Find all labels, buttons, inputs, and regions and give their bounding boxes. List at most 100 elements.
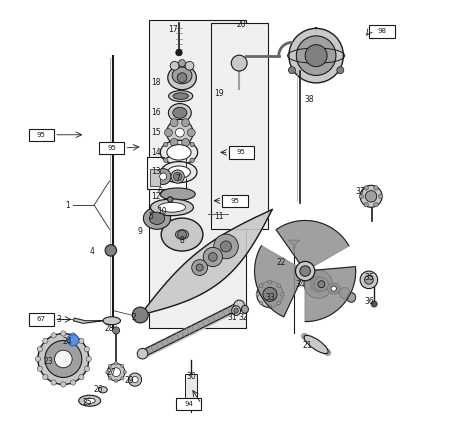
Text: 38: 38 [305,95,314,104]
Circle shape [176,49,182,56]
Polygon shape [276,220,349,267]
Ellipse shape [143,207,171,229]
Circle shape [35,356,40,362]
Circle shape [360,271,378,289]
Ellipse shape [331,286,337,291]
Text: 29: 29 [125,377,134,385]
Circle shape [374,186,378,190]
Circle shape [160,173,167,180]
Ellipse shape [161,161,197,183]
Circle shape [178,230,186,239]
Bar [186,402,197,407]
Circle shape [185,61,194,70]
Circle shape [179,60,185,67]
Circle shape [289,28,343,83]
Ellipse shape [161,218,203,251]
Text: 23: 23 [43,357,53,366]
Text: 95: 95 [107,145,116,151]
Circle shape [105,245,117,256]
Circle shape [296,36,336,75]
Ellipse shape [167,166,191,178]
Circle shape [295,262,315,281]
Ellipse shape [175,230,189,239]
Circle shape [45,340,82,377]
Bar [228,146,254,158]
Circle shape [289,67,295,74]
Circle shape [304,270,332,298]
Circle shape [71,333,76,338]
Circle shape [132,377,138,383]
Circle shape [137,348,148,359]
Text: 19: 19 [215,89,224,97]
Polygon shape [73,318,103,323]
Text: 95: 95 [237,149,246,155]
Polygon shape [255,246,302,317]
Circle shape [196,264,203,271]
Ellipse shape [168,66,196,90]
Bar [149,20,246,328]
Ellipse shape [232,306,240,315]
Circle shape [167,197,173,202]
Bar [99,142,125,154]
Circle shape [203,247,222,267]
Circle shape [61,331,66,336]
Text: 8: 8 [180,236,184,245]
Polygon shape [305,267,356,321]
Circle shape [107,363,125,381]
Circle shape [268,280,272,284]
Circle shape [114,362,118,365]
Bar [369,25,395,37]
Ellipse shape [160,140,198,164]
Ellipse shape [99,387,107,393]
Circle shape [164,129,173,137]
Text: 95: 95 [230,198,239,204]
Circle shape [209,253,217,262]
Text: 11: 11 [215,212,224,220]
Circle shape [43,374,48,380]
Text: 9: 9 [138,227,143,236]
Ellipse shape [160,188,195,200]
Circle shape [277,284,281,288]
Text: 3: 3 [56,315,62,324]
Ellipse shape [150,199,193,216]
Text: 67: 67 [37,316,46,322]
Ellipse shape [84,398,95,404]
Circle shape [108,377,112,380]
Circle shape [120,377,124,380]
Text: 36: 36 [364,297,374,306]
Text: 94: 94 [184,401,193,407]
Circle shape [214,234,238,259]
Circle shape [79,338,84,344]
Text: 7: 7 [175,174,180,183]
Circle shape [364,186,368,190]
Circle shape [191,260,208,276]
Circle shape [173,172,182,181]
Circle shape [167,205,173,211]
Text: 32: 32 [239,313,248,322]
Bar [147,157,186,189]
Ellipse shape [149,212,164,224]
Circle shape [170,61,179,70]
Circle shape [120,364,124,368]
Bar [222,194,247,207]
Circle shape [187,129,195,137]
Polygon shape [140,209,272,315]
Ellipse shape [169,90,193,101]
Bar [28,129,54,141]
Bar [150,168,160,186]
Text: 28: 28 [105,324,114,333]
Text: 27: 27 [107,368,117,377]
Circle shape [281,292,284,296]
Circle shape [305,45,327,67]
Text: 35: 35 [364,273,374,282]
Circle shape [182,119,190,127]
Text: 12: 12 [151,192,160,201]
Circle shape [67,334,79,346]
Circle shape [71,380,76,385]
Circle shape [182,138,190,146]
Circle shape [359,194,364,198]
Ellipse shape [234,308,238,313]
Bar [147,157,186,189]
Text: 98: 98 [378,29,387,34]
Text: 37: 37 [355,187,365,196]
